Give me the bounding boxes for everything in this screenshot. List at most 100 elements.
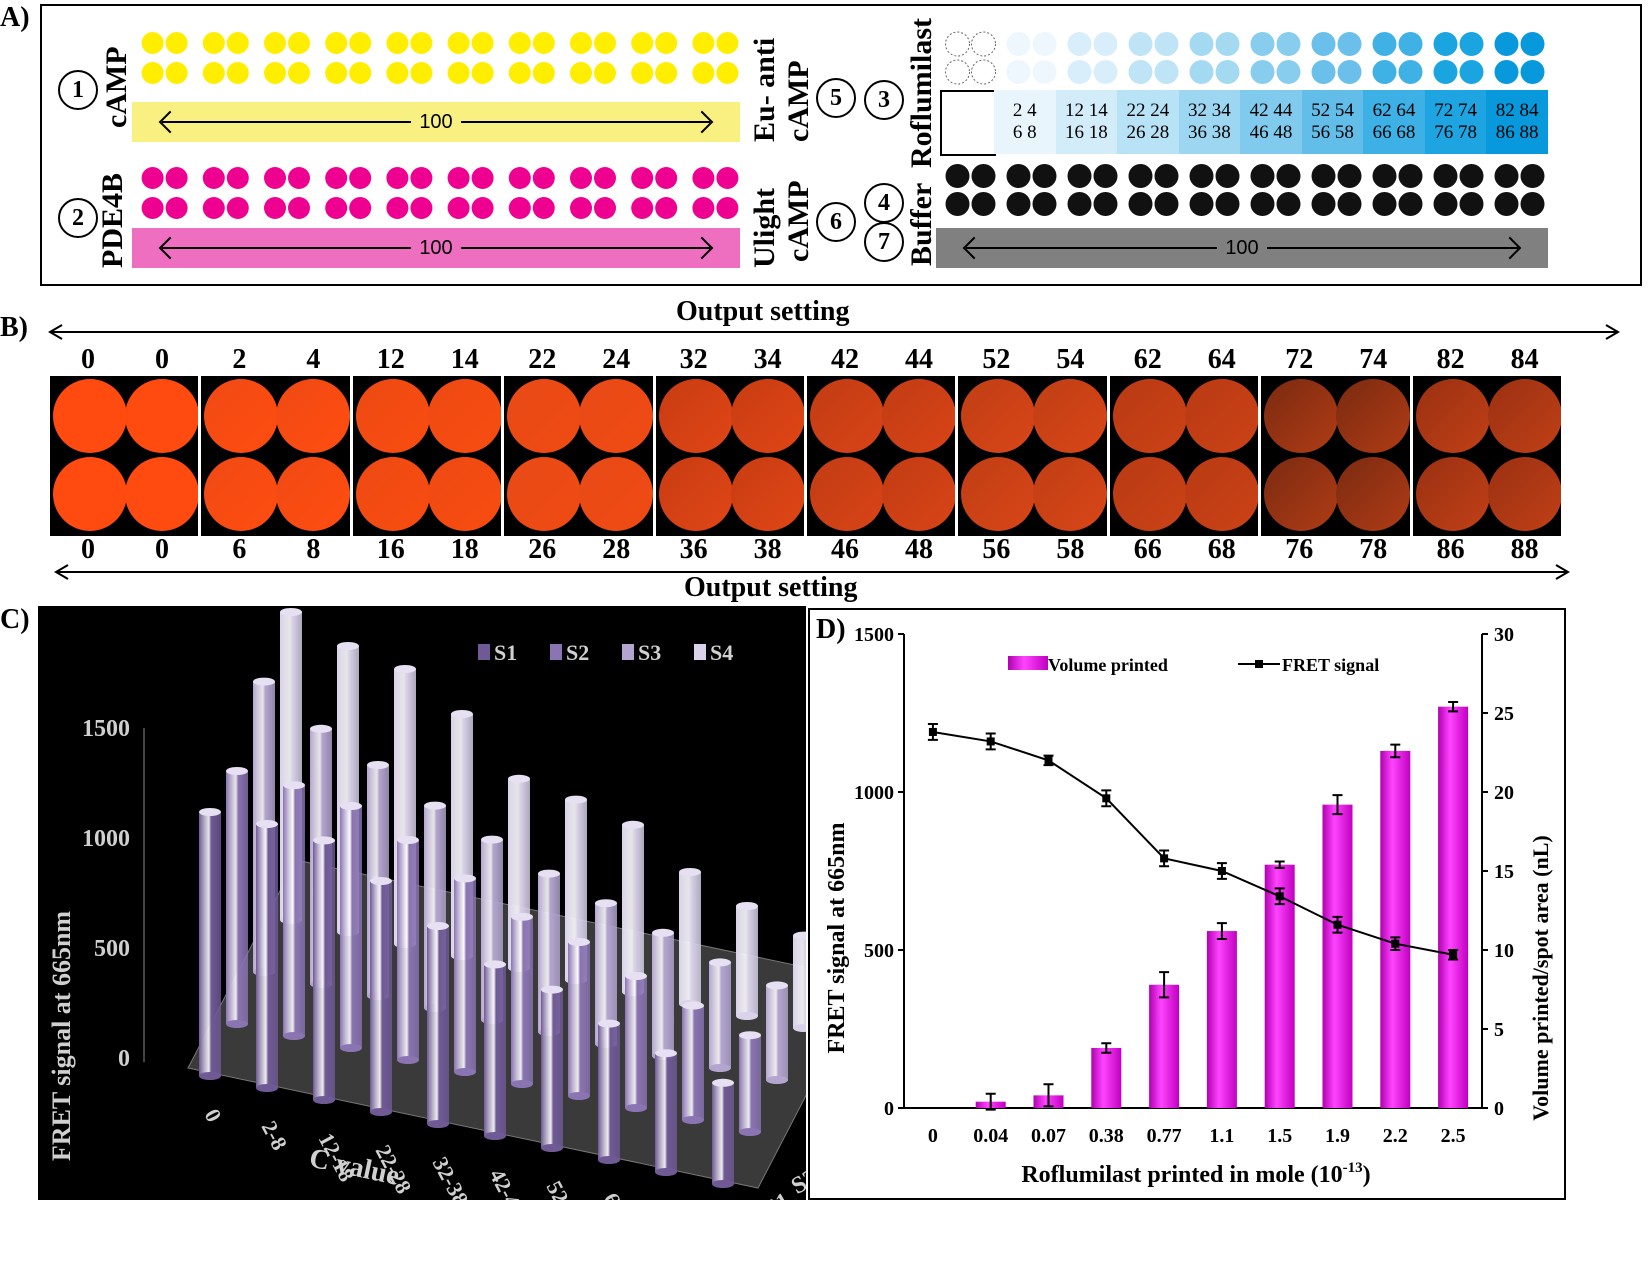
chart-c-bar-s4 xyxy=(736,902,758,1020)
pde4b-label: PDE4B xyxy=(96,172,129,268)
top-number: 84 xyxy=(1510,344,1539,375)
chart-d-category-label: 0 xyxy=(928,1125,938,1147)
buffer-dot xyxy=(1250,164,1275,188)
buffer-dot xyxy=(1494,164,1519,188)
chart-c-3d-bars: FRET signal at 665nm C value 05001000150… xyxy=(38,606,806,1200)
roflumilast-dot xyxy=(1372,60,1397,84)
chart-d-fret-point xyxy=(1160,854,1169,863)
roflumilast-dot xyxy=(1006,60,1031,84)
chart-c-bar-s1 xyxy=(598,1019,620,1164)
chart-d-category-label: 0.04 xyxy=(973,1125,1008,1147)
chart-c-bar-s1 xyxy=(199,808,221,1080)
spot-image-tile xyxy=(352,376,502,536)
chart-c-legend-swatch xyxy=(478,644,490,660)
panel-d-letter: D) xyxy=(816,614,846,645)
chart-d-legend-volume: Volume printed xyxy=(1048,655,1168,675)
panel-d-frame xyxy=(808,608,1566,1200)
camp-dot xyxy=(655,62,678,84)
pde4b-dot xyxy=(471,167,494,189)
buffer-dot xyxy=(971,164,996,188)
roflumilast-dot xyxy=(1494,32,1519,56)
top-number: 4 xyxy=(306,344,321,375)
fluorescent-spot xyxy=(53,457,127,531)
camp-dot xyxy=(325,32,348,54)
top-number: 52 xyxy=(982,344,1011,375)
panel-a-frame xyxy=(40,4,1642,286)
chart-c-legend-swatch xyxy=(694,644,706,660)
roflumilast-dot xyxy=(1311,60,1336,84)
buffer-dot xyxy=(1520,164,1545,188)
ulight-label: Ulight xyxy=(748,187,781,268)
chart-c-bar-s2 xyxy=(340,802,362,1052)
fluorescent-spot xyxy=(1264,457,1339,531)
buffer-dot xyxy=(1433,192,1458,216)
roflumilast-dot xyxy=(1128,60,1153,84)
buffer-dot xyxy=(1128,164,1153,188)
camp-dot xyxy=(202,32,225,54)
gradient-cell-top: 22 24 xyxy=(1126,100,1170,121)
chart-d-volume-errorbar xyxy=(1274,860,1285,869)
pde4b-dot xyxy=(288,167,310,189)
chart-d-volume-bar xyxy=(1264,864,1295,1108)
chart-d-fret-point xyxy=(1333,920,1342,929)
gradient-cell: 72 74 76 78 xyxy=(1424,90,1487,154)
gradient-cell-bottom: 76 78 xyxy=(1434,122,1477,143)
chart-d-right-tick: 0 xyxy=(1494,1098,1504,1120)
pde4b-dot xyxy=(202,167,225,189)
spot-image-tile xyxy=(1109,376,1259,536)
pde4b-dot xyxy=(349,197,372,219)
buffer-dot xyxy=(1311,192,1336,216)
chart-d-volume-bar xyxy=(1206,931,1237,1108)
camp-dot xyxy=(288,62,310,84)
camp-dot xyxy=(447,62,470,84)
buffer-dot xyxy=(1128,192,1153,216)
chart-c-ylabel: FRET signal at 665nm xyxy=(47,911,76,1162)
pde4b-dot xyxy=(447,167,470,189)
roflumilast-dot xyxy=(1337,60,1362,84)
roflumilast-dot xyxy=(1128,32,1153,56)
camp-dot xyxy=(264,32,286,54)
top-number: 22 xyxy=(528,344,557,375)
spot-image-tile xyxy=(504,376,654,536)
pde4b-dot xyxy=(410,197,433,219)
roflumilast-dot xyxy=(945,31,970,57)
chart-c-bar-s3 xyxy=(709,958,731,1072)
buffer-dot xyxy=(1215,192,1240,216)
fluorescent-spot xyxy=(125,379,199,453)
fluorescent-spot xyxy=(276,457,351,531)
chart-d-legend-swatch-volume xyxy=(1008,656,1048,670)
buffer-dot xyxy=(1032,164,1057,188)
bottom-number: 38 xyxy=(753,534,782,565)
gradient-cell-top: 52 54 xyxy=(1311,100,1354,121)
top-number: 14 xyxy=(450,344,479,375)
fluorescent-spot xyxy=(1415,379,1490,453)
chart-d-ylabel-right: Volume printed/spot area (nL) xyxy=(1528,835,1553,1120)
camp-dot xyxy=(570,32,592,54)
fluorescent-spot xyxy=(1112,457,1187,531)
camp-dot xyxy=(508,32,531,54)
bottom-number: 6 xyxy=(232,534,247,565)
pde4b-dot xyxy=(594,197,616,219)
pde4b-dot xyxy=(508,197,531,219)
chart-c-ytick: 1500 xyxy=(82,716,130,742)
camp-dot xyxy=(386,32,409,54)
chart-d-volume-bar xyxy=(1380,750,1411,1108)
chart-d-volume-errorbar xyxy=(1332,794,1343,816)
eu-anti-label: Eu- anti xyxy=(748,37,781,142)
spot-image-tile xyxy=(1261,376,1411,536)
roflumilast-dot xyxy=(1459,32,1484,56)
roflumilast-dot xyxy=(971,59,996,85)
buffer-dot xyxy=(1337,192,1362,216)
chart-c-bar-s1 xyxy=(541,985,563,1152)
buffer-dot xyxy=(1067,192,1092,216)
chart-c-bar-s4 xyxy=(622,820,644,996)
roflumilast-dot xyxy=(1189,60,1214,84)
gradient-cell: 32 34 36 38 xyxy=(1178,90,1241,154)
output-setting-top-title: Output setting xyxy=(676,296,850,327)
roflumilast-dot xyxy=(1032,32,1057,56)
chart-c-bar-s2 xyxy=(625,972,647,1112)
chart-d-right-tick: 30 xyxy=(1494,624,1514,646)
bottom-number: 16 xyxy=(376,534,405,565)
chart-c-bar-s2 xyxy=(397,836,419,1064)
